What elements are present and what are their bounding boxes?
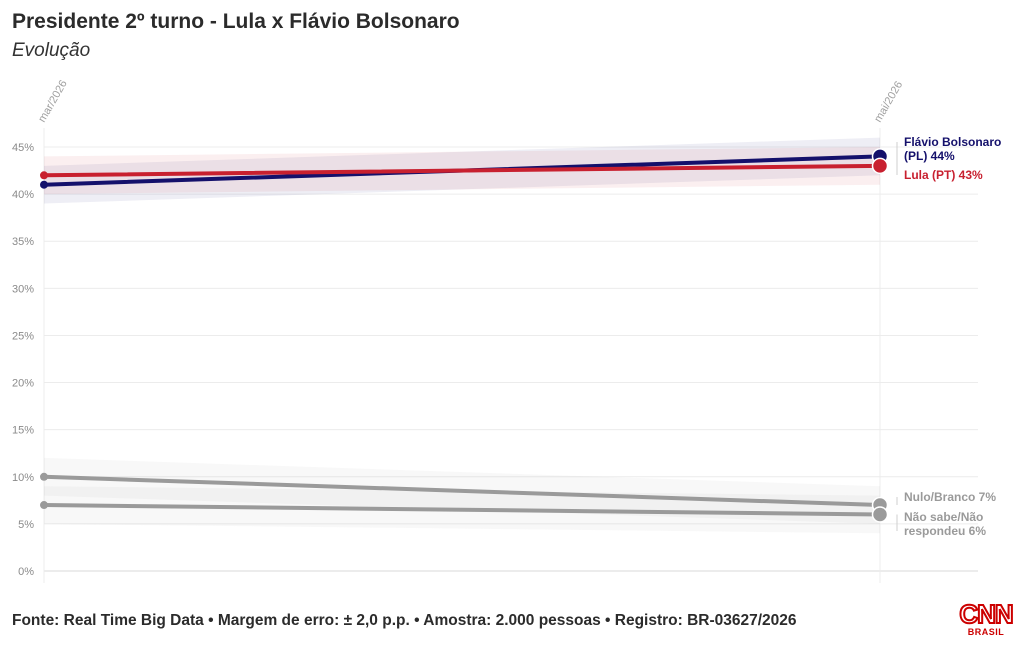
source-footer: Fonte: Real Time Big Data • Margem de er… bbox=[12, 612, 797, 629]
series-end-label: Lula (PT) 43% bbox=[904, 168, 983, 182]
data-point bbox=[40, 472, 48, 481]
chart-subtitle: Evolução bbox=[12, 40, 91, 61]
series-end-label: Não sabe/Não bbox=[904, 510, 983, 524]
cnn-brasil-logo: CNN BRASIL bbox=[958, 599, 1014, 637]
y-tick-label: 45% bbox=[12, 142, 34, 154]
y-tick-label: 5% bbox=[18, 519, 34, 531]
y-tick-label: 0% bbox=[18, 566, 34, 578]
series-end-label: Flávio Bolsonaro bbox=[904, 135, 1001, 149]
y-tick-label: 30% bbox=[12, 283, 34, 295]
y-tick-label: 20% bbox=[12, 378, 34, 390]
series-line bbox=[42, 163, 882, 178]
y-tick-label: 40% bbox=[12, 189, 34, 201]
logo-cnn-text: CNN bbox=[958, 599, 1014, 629]
series-end-label: respondeu 6% bbox=[904, 524, 986, 538]
y-tick-label: 10% bbox=[12, 472, 34, 484]
series-end-label: (PL) 44% bbox=[904, 149, 955, 163]
data-point-end bbox=[871, 506, 889, 523]
data-point-end bbox=[871, 157, 889, 175]
data-point bbox=[40, 501, 48, 510]
chart-title: Presidente 2º turno - Lula x Flávio Bols… bbox=[12, 10, 460, 33]
series-line bbox=[42, 503, 882, 517]
line-chart: 0% 5% 10% 15% 20% 25% 30% 35% 40% 45% mar/2026 mai/… bbox=[12, 78, 1001, 583]
series-line bbox=[42, 474, 882, 508]
data-point bbox=[40, 171, 48, 180]
x-tick-label: mai/2026 bbox=[872, 79, 905, 124]
y-tick-label: 35% bbox=[12, 236, 34, 248]
data-point bbox=[40, 180, 48, 189]
x-tick-label: mar/2026 bbox=[36, 78, 70, 124]
y-tick-label: 25% bbox=[12, 330, 34, 342]
logo-brasil-text: BRASIL bbox=[967, 627, 1005, 637]
series-end-label: Nulo/Branco 7% bbox=[904, 490, 996, 504]
y-tick-label: 15% bbox=[12, 425, 34, 437]
